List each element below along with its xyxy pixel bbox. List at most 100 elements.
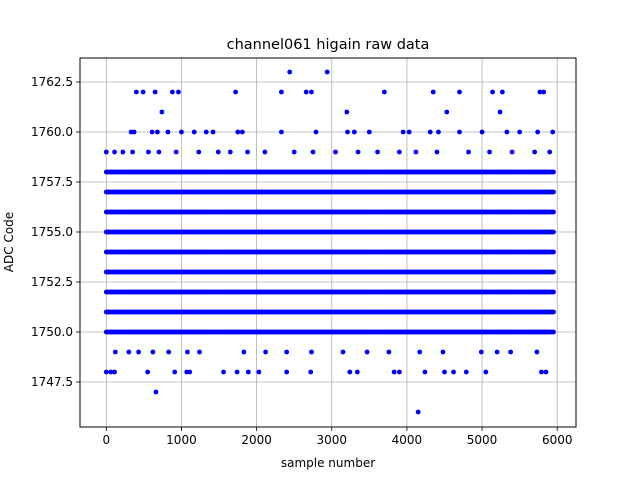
data-point (541, 89, 547, 95)
data-point (551, 329, 556, 335)
data-point (483, 369, 489, 375)
data-point (239, 129, 245, 135)
data-point (176, 89, 181, 95)
data-point (430, 89, 436, 95)
data-point (509, 149, 515, 155)
data-point (287, 69, 293, 75)
data-point (241, 349, 247, 355)
data-point (145, 149, 151, 155)
x-tick-label: 5000 (467, 433, 498, 447)
data-point (415, 409, 421, 415)
data-point (517, 129, 523, 135)
x-axis-label: sample number (281, 456, 375, 470)
data-point (103, 149, 109, 155)
data-point (345, 129, 350, 135)
data-point (156, 149, 162, 155)
data-point (406, 129, 412, 135)
data-point (354, 369, 360, 375)
data-point (309, 89, 314, 95)
data-point (375, 149, 380, 155)
data-point (187, 369, 193, 375)
data-point (140, 89, 146, 95)
data-point (126, 349, 132, 355)
data-point (355, 149, 361, 155)
data-point (172, 369, 178, 375)
y-tick-label: 1762.5 (31, 75, 73, 89)
data-point (499, 89, 505, 95)
data-point (550, 129, 556, 135)
data-point (444, 109, 450, 115)
data-point (149, 129, 155, 135)
data-point (537, 89, 543, 95)
data-point (494, 349, 500, 355)
data-point (508, 349, 514, 355)
data-point (551, 249, 556, 255)
data-point (333, 149, 338, 155)
y-axis-ticks: 1747.5 1750.0 1752.5 1755.0 1757.5 1760.0 1762… (31, 75, 80, 389)
data-point (463, 369, 469, 375)
data-point (466, 149, 471, 155)
data-point (340, 349, 346, 355)
data-point (108, 369, 114, 375)
data-point (210, 129, 216, 135)
data-point (551, 229, 556, 235)
data-point (196, 149, 202, 155)
data-point (215, 149, 221, 155)
data-point (551, 189, 556, 195)
data-point (284, 349, 290, 355)
data-point (130, 149, 136, 155)
data-point (166, 349, 172, 355)
data-point (165, 129, 171, 135)
data-point (543, 369, 549, 375)
data-point (487, 149, 492, 155)
data-point (478, 349, 484, 355)
data-point (279, 89, 284, 95)
data-point (417, 349, 423, 355)
data-point (150, 349, 156, 355)
data-point (535, 129, 541, 135)
data-point (396, 149, 402, 155)
data-point (427, 129, 433, 135)
data-point (245, 149, 250, 155)
x-axis-ticks: 0 1000 2000 3000 4000 5000 6000 (102, 427, 572, 447)
data-point (344, 109, 350, 115)
x-tick-label: 1000 (166, 433, 197, 447)
data-point (120, 149, 126, 155)
data-point (179, 129, 184, 135)
y-tick-label: 1752.5 (31, 275, 73, 289)
data-point (497, 109, 503, 115)
data-point (197, 349, 202, 355)
data-point (155, 129, 160, 135)
data-point (551, 209, 556, 215)
data-point (347, 369, 353, 375)
data-point (279, 129, 284, 135)
data-point (284, 369, 290, 375)
data-point (551, 289, 556, 295)
x-tick-label: 2000 (241, 433, 272, 447)
data-point (112, 349, 118, 355)
data-point (457, 129, 462, 135)
data-point (131, 129, 137, 135)
data-point (227, 149, 233, 155)
data-point (539, 369, 544, 375)
x-tick-label: 6000 (542, 433, 573, 447)
data-point (396, 369, 402, 375)
data-point (185, 349, 190, 355)
data-point (547, 149, 553, 155)
y-tick-label: 1747.5 (31, 375, 73, 389)
data-point (442, 369, 447, 375)
data-point (366, 129, 372, 135)
data-points (103, 69, 556, 415)
y-axis-label: ADC Code (2, 212, 16, 272)
data-point (145, 369, 151, 375)
data-point (308, 369, 314, 375)
y-tick-label: 1750.0 (31, 325, 73, 339)
data-point (479, 129, 485, 135)
data-point (391, 369, 397, 375)
y-tick-label: 1757.5 (31, 175, 73, 189)
x-tick-label: 3000 (316, 433, 347, 447)
data-point (434, 149, 440, 155)
data-point (490, 89, 495, 95)
data-point (245, 369, 251, 375)
